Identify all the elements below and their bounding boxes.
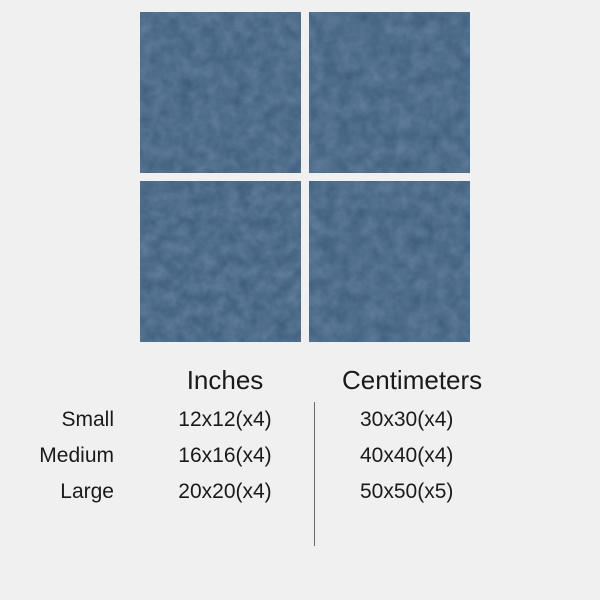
table-row: Small 12x12(x4) 30x30(x4): [0, 402, 600, 438]
row-inches: 16x16(x4): [140, 444, 310, 468]
header-inches: Inches: [140, 365, 310, 396]
row-label: Medium: [0, 444, 140, 468]
row-cm: 50x50(x5): [320, 480, 600, 504]
row-label: Large: [0, 480, 140, 504]
row-inches: 20x20(x4): [140, 480, 310, 504]
tile-top-left: [140, 12, 301, 173]
size-table: Inches Centimeters Small 12x12(x4) 30x30…: [0, 358, 600, 510]
header-divider: [310, 358, 320, 402]
row-cm: 30x30(x4): [320, 408, 600, 432]
header-centimeters: Centimeters: [320, 365, 600, 396]
table-row: Medium 16x16(x4) 40x40(x4): [0, 438, 600, 474]
column-divider: [314, 402, 315, 546]
row-inches: 12x12(x4): [140, 408, 310, 432]
tile-bottom-right: [309, 181, 470, 342]
table-row: Large 20x20(x4) 50x50(x5): [0, 474, 600, 510]
tile-bottom-left: [140, 181, 301, 342]
table-header-row: Inches Centimeters: [0, 358, 600, 402]
tile-grid: [140, 12, 470, 342]
row-label: Small: [0, 408, 140, 432]
row-cm: 40x40(x4): [320, 444, 600, 468]
tile-top-right: [309, 12, 470, 173]
